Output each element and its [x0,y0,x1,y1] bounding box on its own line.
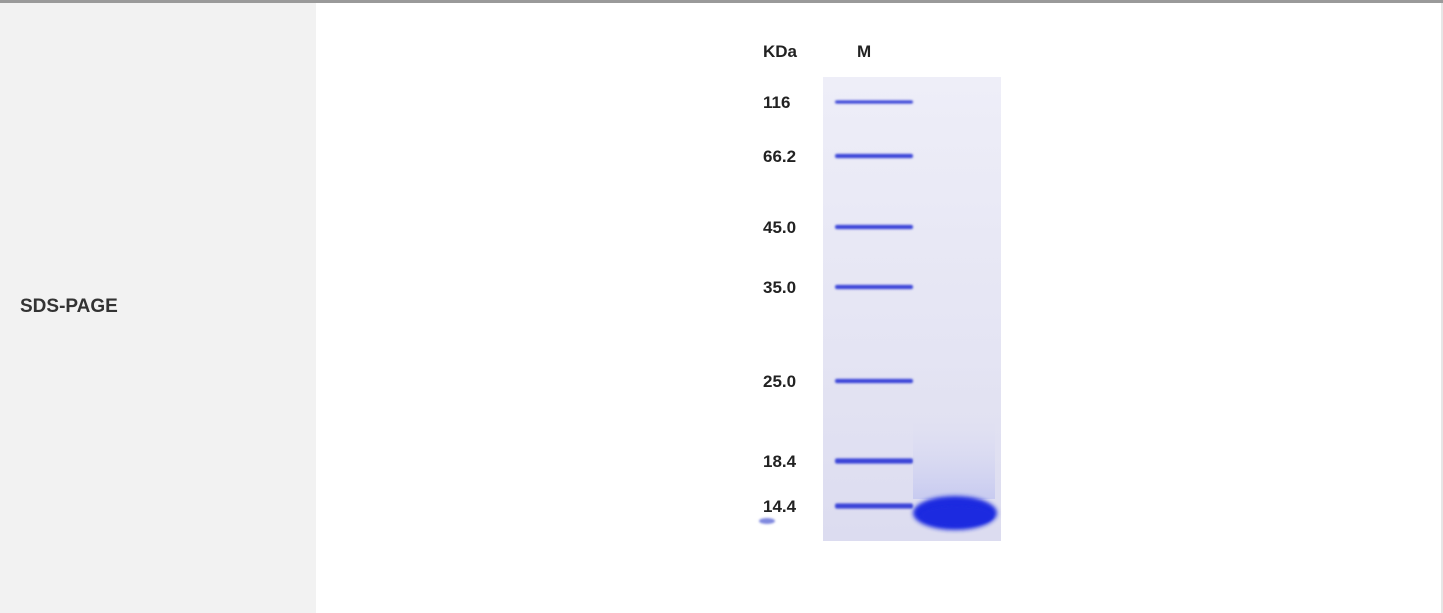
marker-label-1: 66.2 [763,147,796,166]
sample-band-core [921,506,993,526]
spec-value-cell: KDa M 116 66.2 45.0 35.0 25.0 18.4 14.4 [316,3,1443,613]
marker-band-3 [835,284,913,290]
right-border [1441,3,1443,613]
sample-lane-smear [913,419,995,499]
marker-band-1 [835,153,913,159]
marker-band-5 [835,458,913,464]
marker-label-0: 116 [763,93,790,112]
unit-label: KDa [763,42,798,61]
marker-band-6 [835,503,913,509]
marker-band-0 [835,100,913,104]
sds-page-gel-image: KDa M 116 66.2 45.0 35.0 25.0 18.4 14.4 [753,27,1006,547]
marker-label-5: 18.4 [763,452,797,471]
marker-band-2 [835,224,913,230]
dye-front-spot [759,518,775,524]
marker-label-2: 45.0 [763,218,796,237]
spec-label-cell: SDS-PAGE [0,3,316,613]
marker-label-4: 25.0 [763,372,796,391]
gel-svg: KDa M 116 66.2 45.0 35.0 25.0 18.4 14.4 [759,42,1001,541]
marker-lane-label: M [857,42,871,61]
marker-label-3: 35.0 [763,278,796,297]
marker-label-6: 14.4 [763,497,797,516]
marker-band-4 [835,378,913,384]
spec-row-sds-page: SDS-PAGE [0,3,1443,613]
top-divider [0,0,1443,3]
spec-label: SDS-PAGE [20,296,118,317]
